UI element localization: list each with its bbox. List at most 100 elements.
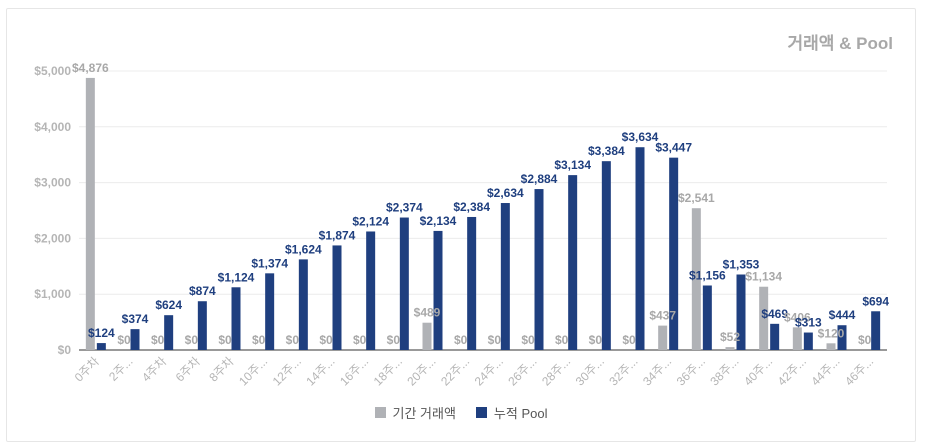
bar-cumulative-pool[interactable] [669,157,679,350]
bar-period-volume[interactable] [658,325,668,350]
data-label-cumulative-pool: $3,447 [655,141,692,155]
y-tick-label: $3,000 [34,176,71,190]
bar-cumulative-pool[interactable] [197,301,207,350]
data-label-cumulative-pool: $2,124 [352,214,389,228]
data-label-cumulative-pool: $3,634 [622,130,659,144]
x-tick-label: 20주... [404,354,438,388]
x-tick-label: 24주... [472,354,506,388]
bar-period-volume[interactable] [792,327,802,350]
data-label-period-volume: $0 [589,333,603,347]
bar-period-volume[interactable] [85,77,95,351]
legend-label-period-volume: 기간 거래액 [392,406,456,421]
bar-cumulative-pool[interactable] [534,189,544,350]
data-label-cumulative-pool: $1,374 [251,256,288,270]
data-label-cumulative-pool: $469 [761,307,788,321]
data-label-cumulative-pool: $3,384 [588,144,625,158]
legend-swatch-period-volume [374,407,386,418]
bar-cumulative-pool[interactable] [366,231,376,350]
data-label-period-volume: $0 [286,333,300,347]
data-label-period-volume: $0 [858,333,872,347]
bar-period-volume[interactable] [826,343,836,350]
bar-cumulative-pool[interactable] [500,203,510,350]
data-label-period-volume: $0 [218,333,232,347]
bar-period-volume[interactable] [691,208,701,350]
data-label-period-volume: $0 [622,333,636,347]
x-tick-label: 14주... [303,354,337,388]
data-label-cumulative-pool: $624 [155,298,182,312]
bar-cumulative-pool[interactable] [736,274,746,350]
data-label-cumulative-pool: $1,124 [218,270,255,284]
x-tick-label: 22주... [438,354,472,388]
bar-cumulative-pool[interactable] [467,216,477,350]
bar-cumulative-pool[interactable] [265,273,275,350]
data-label-cumulative-pool: $874 [189,284,216,298]
y-tick-label: $1,000 [34,287,71,301]
bar-period-volume[interactable] [422,322,432,350]
data-label-period-volume: $0 [387,333,401,347]
data-label-period-volume: $0 [555,333,569,347]
data-label-cumulative-pool: $1,156 [689,268,726,282]
x-tick-label: 18주... [371,354,405,388]
data-label-period-volume: $0 [488,333,502,347]
y-tick-label: $2,000 [34,231,71,245]
data-label-period-volume: $0 [521,333,535,347]
x-tick-label: 12주... [270,354,304,388]
data-label-cumulative-pool: $374 [122,312,149,326]
bar-period-volume[interactable] [725,347,735,350]
bar-cumulative-pool[interactable] [130,329,140,350]
bar-cumulative-pool[interactable] [164,315,174,350]
bar-cumulative-pool[interactable] [298,259,308,350]
x-tick-label: 46주... [842,354,876,388]
bar-cumulative-pool[interactable] [433,230,443,350]
data-label-period-volume: $437 [649,309,676,323]
x-tick-label: 30주... [573,354,607,388]
legend-item-cumulative-pool[interactable]: 누적 Pool [475,403,548,422]
data-label-period-volume: $0 [454,333,468,347]
data-label-period-volume: $4,876 [72,61,109,75]
x-tick-label: 34주... [640,354,674,388]
data-label-period-volume: $489 [414,306,441,320]
data-label-period-volume: $1,134 [745,270,782,284]
data-label-period-volume: $0 [117,333,131,347]
data-label-cumulative-pool: $2,384 [453,200,490,214]
data-label-period-volume: $0 [319,333,333,347]
bar-chart: $0 $1,000 $2,000 $3,000 $4,000 $5,000 $4,876 $1… [34,61,889,389]
bar-cumulative-pool[interactable] [399,217,409,350]
data-label-period-volume: $0 [151,333,165,347]
x-tick-label: 2주... [106,354,135,383]
x-tick-label: 0주차 [72,354,102,384]
bar-cumulative-pool[interactable] [837,325,847,350]
legend: 기간 거래액 누적 Pool [7,403,915,422]
bar-cumulative-pool[interactable] [803,332,813,350]
bar-cumulative-pool[interactable] [231,287,241,350]
x-tick-label: 26주... [505,354,539,388]
x-tick-label: 38주... [707,354,741,388]
bar-cumulative-pool[interactable] [332,245,342,350]
bar-cumulative-pool[interactable] [871,311,881,350]
bar-cumulative-pool[interactable] [601,161,611,350]
x-tick-label: 6주차 [173,354,203,384]
chart-card: 거래액 & Pool $0 $1,000 $2,000 $3,000 $4,000 $5,… [6,8,916,442]
data-label-cumulative-pool: $2,374 [386,201,423,215]
bar-cumulative-pool[interactable] [702,285,712,350]
data-label-cumulative-pool: $1,874 [319,228,356,242]
chart-title: 거래액 & Pool [787,34,893,53]
data-label-cumulative-pool: $313 [795,316,822,330]
data-label-period-volume: $0 [353,333,367,347]
legend-item-period-volume[interactable]: 기간 거래액 [374,403,456,422]
bar-cumulative-pool[interactable] [568,175,578,350]
y-tick-label: $4,000 [34,120,71,134]
x-tick-label: 4주차 [139,354,169,384]
legend-swatch-cumulative-pool [475,407,487,418]
legend-label-cumulative-pool: 누적 Pool [493,406,548,421]
bar-cumulative-pool[interactable] [770,323,780,350]
data-label-cumulative-pool: $2,634 [487,186,524,200]
bar-cumulative-pool[interactable] [96,343,106,350]
data-label-period-volume: $2,541 [678,191,715,205]
x-tick-label: 32주... [606,354,640,388]
bar-cumulative-pool[interactable] [635,147,645,350]
data-label-period-volume: $120 [818,326,845,340]
bar-period-volume[interactable] [759,286,769,350]
data-label-cumulative-pool: $2,134 [420,214,457,228]
data-label-cumulative-pool: $2,884 [521,172,558,186]
